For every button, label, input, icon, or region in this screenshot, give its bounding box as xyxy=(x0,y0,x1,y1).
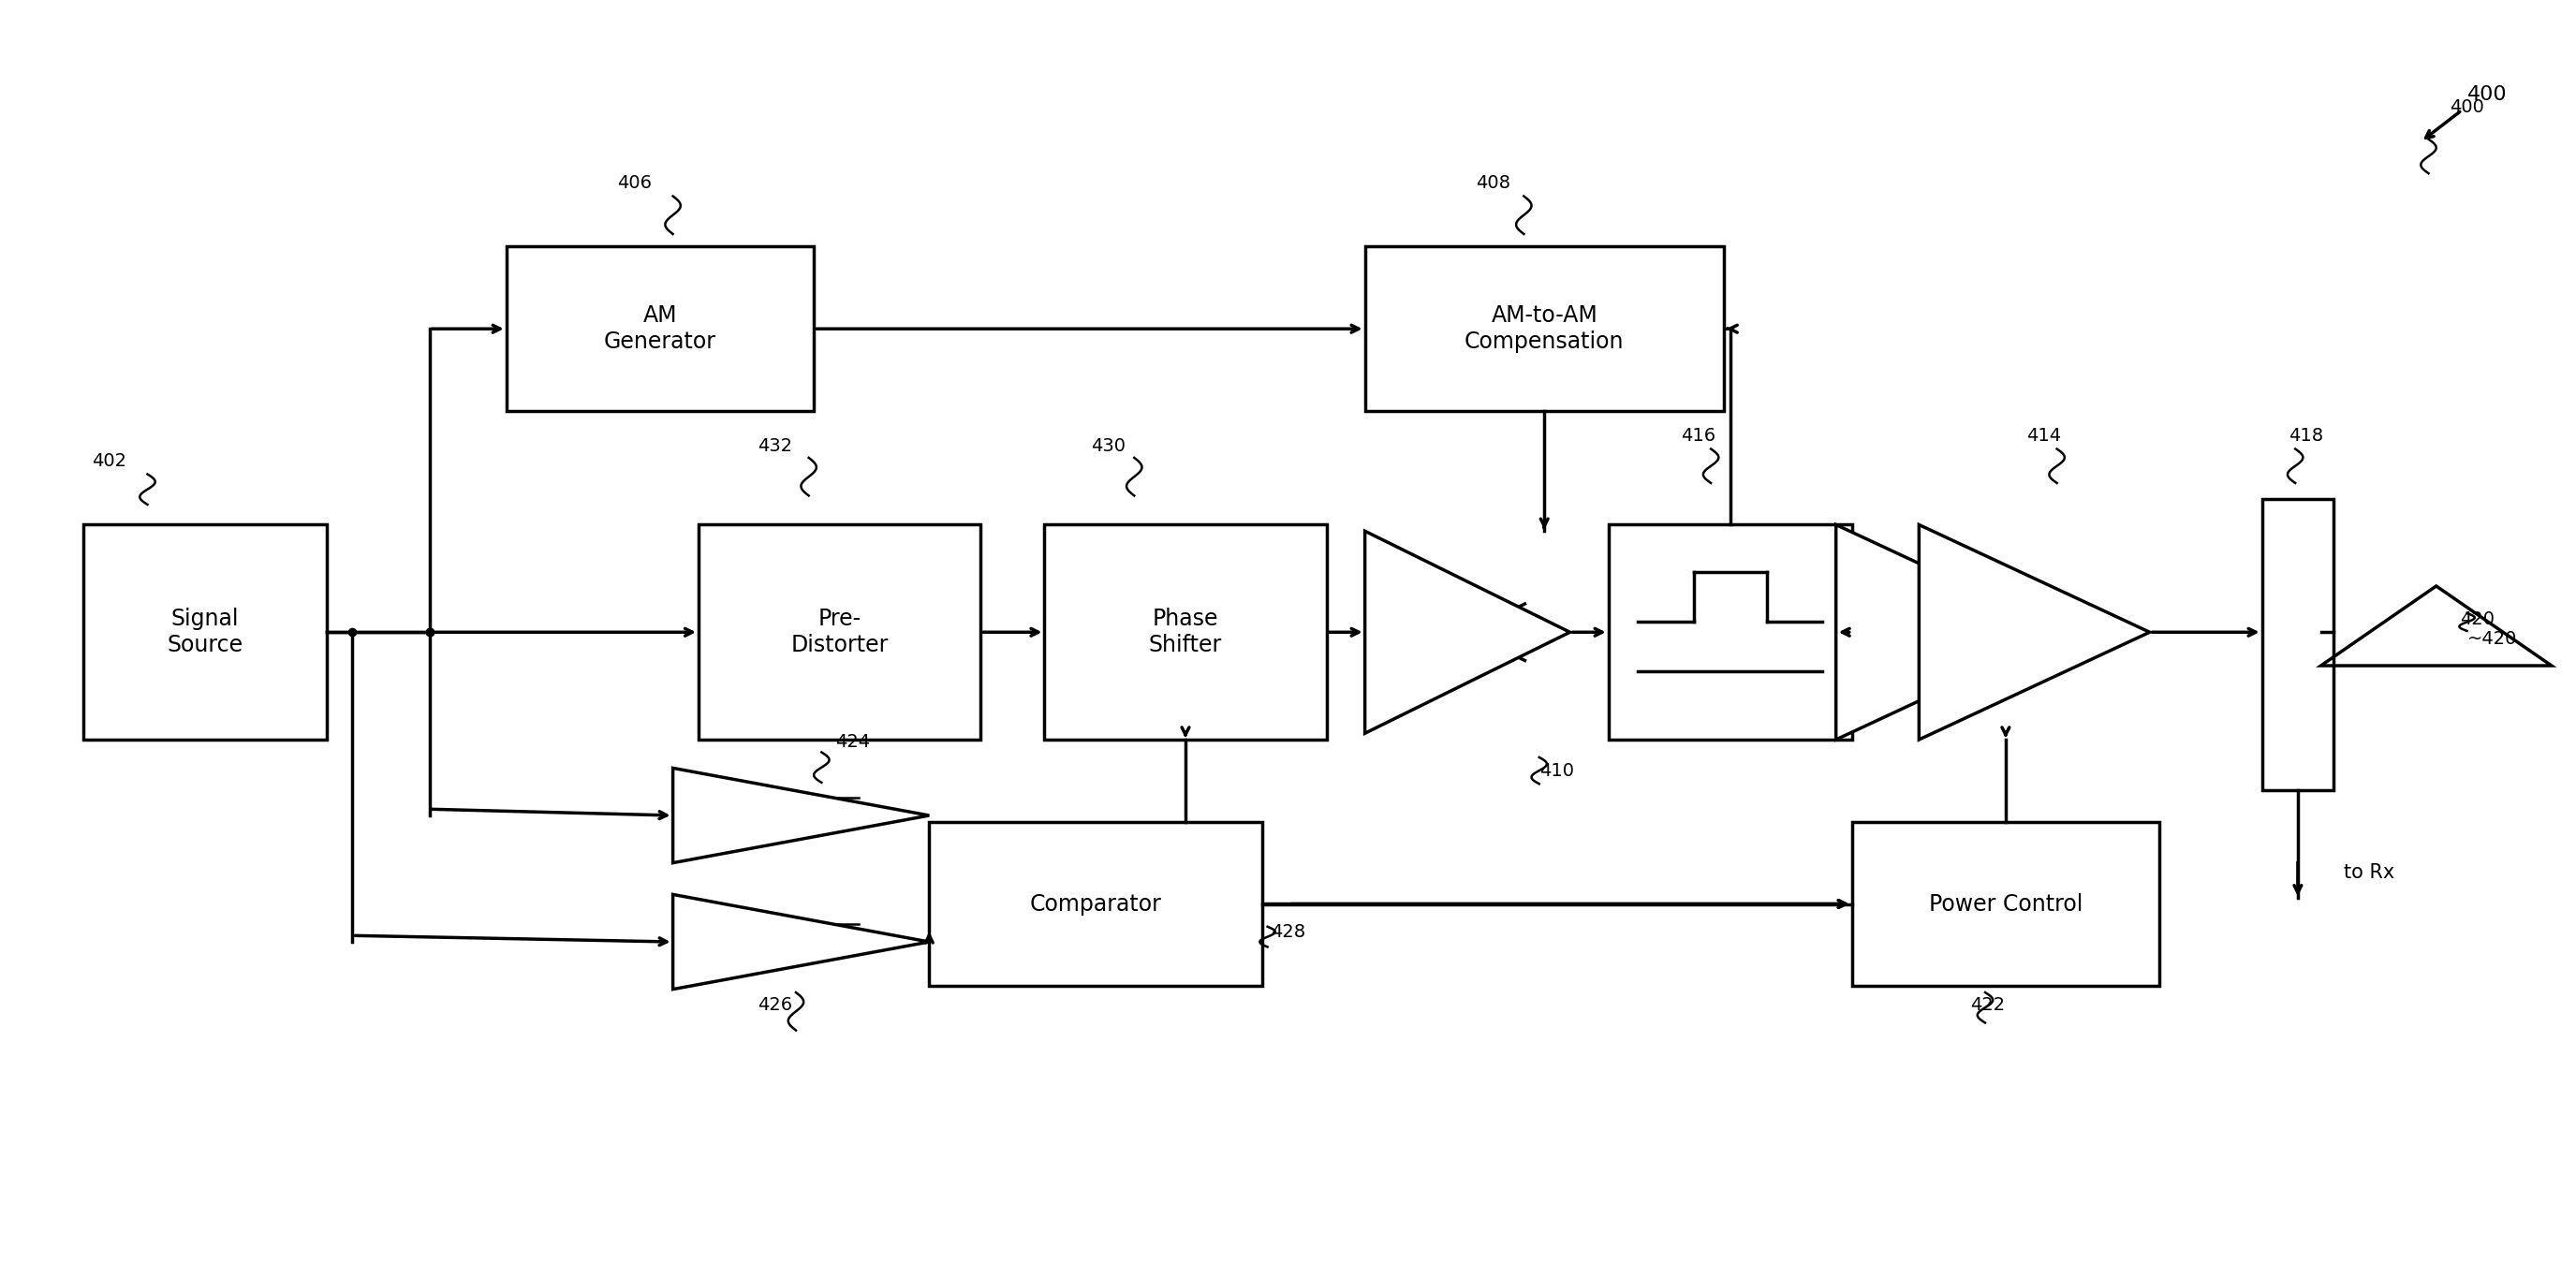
Text: 402: 402 xyxy=(93,452,126,470)
Text: 426: 426 xyxy=(757,996,793,1014)
FancyBboxPatch shape xyxy=(1607,525,1852,739)
FancyBboxPatch shape xyxy=(1365,246,1723,411)
FancyBboxPatch shape xyxy=(2262,499,2334,790)
FancyBboxPatch shape xyxy=(930,822,1262,986)
Polygon shape xyxy=(672,767,930,863)
FancyBboxPatch shape xyxy=(1852,822,2159,986)
Text: Power Control: Power Control xyxy=(1929,893,2081,916)
Text: to Rx: to Rx xyxy=(2344,863,2396,881)
Text: 408: 408 xyxy=(1476,175,1510,193)
Text: 420: 420 xyxy=(2460,610,2494,628)
Text: 424: 424 xyxy=(835,733,871,751)
FancyBboxPatch shape xyxy=(1043,525,1327,739)
Text: Phase
Shifter: Phase Shifter xyxy=(1149,608,1221,656)
Text: 400: 400 xyxy=(2468,86,2506,105)
Text: 422: 422 xyxy=(1971,996,2004,1014)
Text: Comparator: Comparator xyxy=(1030,893,1162,916)
FancyBboxPatch shape xyxy=(82,525,327,739)
Text: 410: 410 xyxy=(1540,762,1574,780)
Text: AM-to-AM
Compensation: AM-to-AM Compensation xyxy=(1466,305,1623,352)
Text: 414: 414 xyxy=(2027,428,2061,446)
Polygon shape xyxy=(1919,525,2151,739)
Text: 428: 428 xyxy=(1270,923,1306,941)
Text: 418: 418 xyxy=(2287,428,2324,446)
Polygon shape xyxy=(672,894,930,990)
Text: ~420: ~420 xyxy=(2468,630,2517,647)
Text: 400: 400 xyxy=(2450,98,2483,116)
Polygon shape xyxy=(1365,531,1569,733)
Text: Signal
Source: Signal Source xyxy=(167,608,242,656)
FancyBboxPatch shape xyxy=(507,246,814,411)
Polygon shape xyxy=(1837,525,2066,739)
Text: 430: 430 xyxy=(1092,438,1126,456)
Text: 432: 432 xyxy=(757,438,793,456)
Text: Pre-
Distorter: Pre- Distorter xyxy=(791,608,889,656)
Text: AM
Generator: AM Generator xyxy=(603,305,716,352)
Text: 416: 416 xyxy=(1680,428,1716,446)
FancyBboxPatch shape xyxy=(698,525,981,739)
Text: 406: 406 xyxy=(618,175,652,193)
